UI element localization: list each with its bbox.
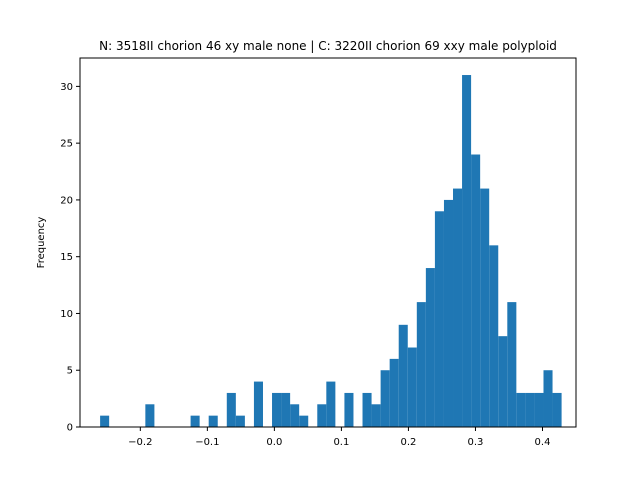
histogram-bar [145, 404, 155, 427]
histogram-bar [480, 188, 490, 427]
histogram-bar [498, 336, 508, 427]
x-tick-label: 0.1 [333, 437, 349, 448]
x-tick-label: 0.2 [400, 437, 416, 448]
histogram-bar [190, 415, 200, 427]
histogram-bar [462, 75, 472, 427]
histogram-bar [489, 245, 499, 427]
histogram-bar [362, 392, 372, 427]
y-tick-label: 5 [67, 366, 73, 377]
histogram-bar [543, 370, 553, 427]
histogram-bar [380, 370, 390, 427]
histogram-bar [434, 211, 444, 427]
y-tick-label: 30 [60, 82, 73, 93]
histogram-bar [235, 415, 245, 427]
y-tick-label: 0 [67, 423, 73, 434]
histogram-bar [326, 381, 336, 427]
histogram-bar [299, 415, 309, 427]
histogram-bar [416, 302, 426, 427]
histogram-bar [407, 347, 417, 427]
histogram-bar [317, 404, 327, 427]
histogram-bar [534, 392, 544, 427]
histogram-bar [425, 268, 435, 427]
y-tick-label: 20 [60, 195, 73, 206]
histogram-bar [100, 415, 110, 427]
x-tick-label: 0.0 [266, 437, 282, 448]
plot-frame [79, 57, 577, 428]
histogram-bar [525, 392, 535, 427]
histogram-bar [516, 392, 526, 427]
histogram-bar [272, 392, 282, 427]
histogram-bar [443, 199, 454, 427]
histogram-bar [253, 381, 263, 427]
histogram-bar [552, 392, 562, 427]
histogram-bar [208, 415, 218, 427]
y-tick-label: 25 [60, 139, 73, 150]
histogram-bar [453, 188, 463, 427]
x-tick-label: −0.2 [128, 437, 152, 448]
histogram-bar [290, 404, 300, 427]
histogram-bar [344, 392, 354, 427]
histogram-bar [371, 404, 381, 427]
y-tick-label: 15 [60, 252, 73, 263]
chart-title: N: 3518II chorion 46 xy male none | C: 3… [99, 39, 557, 53]
y-axis-title: Frequency [36, 217, 47, 269]
histogram-bar [281, 392, 291, 427]
histogram-bar [471, 154, 481, 427]
x-tick-label: 0.3 [468, 437, 484, 448]
x-tick-label: 0.4 [535, 437, 551, 448]
x-tick-label: −0.1 [195, 437, 219, 448]
y-tick-label: 10 [60, 309, 73, 320]
histogram-bar [398, 324, 408, 427]
bars-group [100, 75, 562, 427]
histogram-bar [226, 392, 236, 427]
histogram-bar [507, 302, 517, 427]
y-axis: 0 5 10 15 20 25 30 [60, 82, 80, 434]
x-axis: −0.2 −0.1 0.0 0.1 0.2 0.3 0.4 [128, 427, 550, 448]
histogram-bar [389, 358, 399, 427]
